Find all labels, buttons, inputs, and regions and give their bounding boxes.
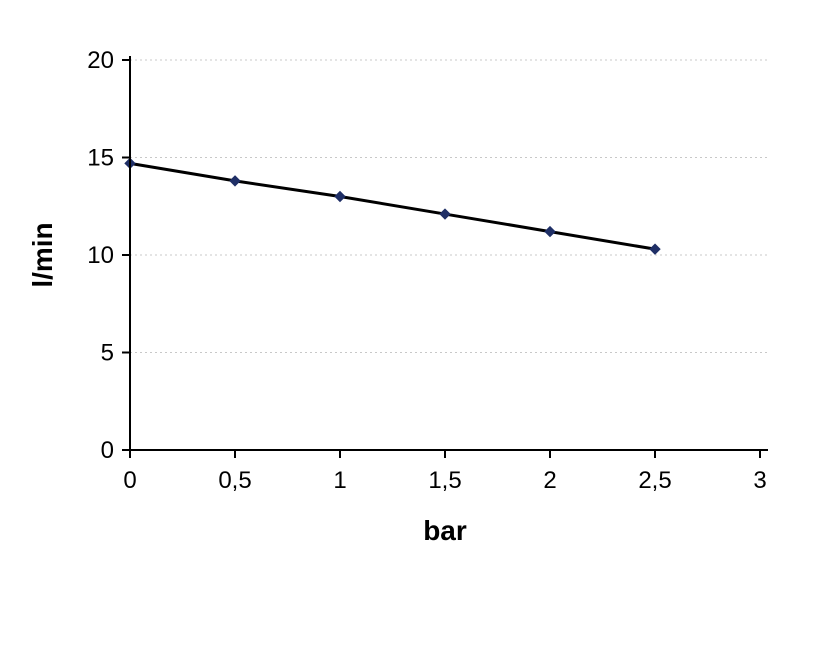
y-axis-title: l/min [27,222,58,287]
x-tick-label: 0 [123,467,136,494]
y-tick-label: 20 [87,47,114,74]
flow-vs-pressure-chart: 0 0,5 1 1,5 2 2,5 3 0 5 10 15 20 bar l/min [0,0,824,654]
chart-svg: 0 0,5 1 1,5 2 2,5 3 0 5 10 15 20 bar l/min [0,0,824,654]
x-tick-label: 0,5 [218,467,251,494]
chart-background [0,0,824,654]
x-tick-label: 2 [543,467,556,494]
x-tick-label: 2,5 [638,467,671,494]
x-tick-label: 1,5 [428,467,461,494]
x-tick-label: 3 [753,467,766,494]
x-tick-label: 1 [333,467,346,494]
y-tick-label: 5 [101,340,114,367]
y-tick-label: 0 [101,437,114,464]
y-tick-label: 10 [87,242,114,269]
x-axis-title: bar [423,515,467,546]
y-tick-label: 15 [87,145,114,172]
